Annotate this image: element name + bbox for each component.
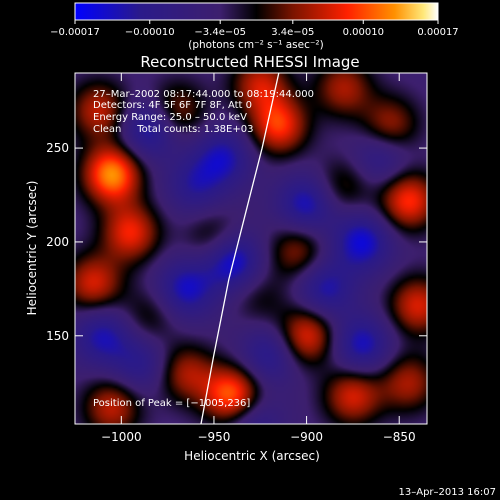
colorbar-tick-label: 0.00017: [417, 27, 458, 38]
x-tick-label: −1000: [101, 430, 142, 444]
x-axis-label: Heliocentric X (arcsec): [184, 449, 320, 463]
annotation-clean: Clean Total counts: 1.38E+03: [93, 124, 253, 135]
annotation-time: 27–Mar–2002 08:17:44.000 to 08:19:44.000: [93, 89, 314, 100]
y-tick-label: 250: [46, 141, 69, 155]
y-tick-label: 200: [46, 235, 69, 249]
annotation-detectors: Detectors: 4F 5F 6F 7F 8F, Att 0: [93, 100, 252, 111]
x-tick-label: −900: [290, 430, 323, 444]
plot-area: −1000 −950 −900 −850 150 200 250: [46, 72, 428, 444]
heatmap-image: [75, 73, 427, 424]
colorbar-tick-label: −3.4e−05: [194, 27, 246, 38]
colorbar-tick-label: 0.00010: [343, 27, 384, 38]
colorbar-tick-label: 3.4e−05: [271, 27, 314, 38]
image-annotations: 27–Mar–2002 08:17:44.000 to 08:19:44.000…: [93, 89, 314, 409]
x-tick-label: −850: [383, 430, 416, 444]
annotation-energy: Energy Range: 25.0 – 50.0 keV: [93, 112, 247, 123]
solar-limb-curve: [200, 73, 280, 424]
colorbar-ticks: −0.00017 −0.00010 −3.4e−05 3.4e−05 0.00010 0.…: [50, 20, 459, 38]
colorbar-tick-label: −0.00017: [50, 27, 100, 38]
colorbar-unit-label: (photons cm⁻² s⁻¹ asec⁻²): [188, 39, 323, 51]
axis-ticks: −1000 −950 −900 −850 150 200 250: [46, 73, 427, 444]
colorbar: −0.00017 −0.00010 −3.4e−05 3.4e−05 0.00010 0.…: [50, 2, 459, 51]
plot-frame: [74, 72, 428, 425]
y-axis-label: Heliocentric Y (arcsec): [25, 181, 39, 316]
y-tick-label: 150: [46, 329, 69, 343]
colorbar-gradient: [74, 2, 439, 21]
annotation-peak: Position of Peak = [−1005,236]: [93, 398, 250, 409]
chart-title: Reconstructed RHESSI Image: [140, 53, 359, 71]
x-tick-label: −950: [197, 430, 230, 444]
footer-timestamp: 13–Apr–2013 16:07: [399, 487, 496, 498]
colorbar-tick-label: −0.00010: [125, 27, 175, 38]
